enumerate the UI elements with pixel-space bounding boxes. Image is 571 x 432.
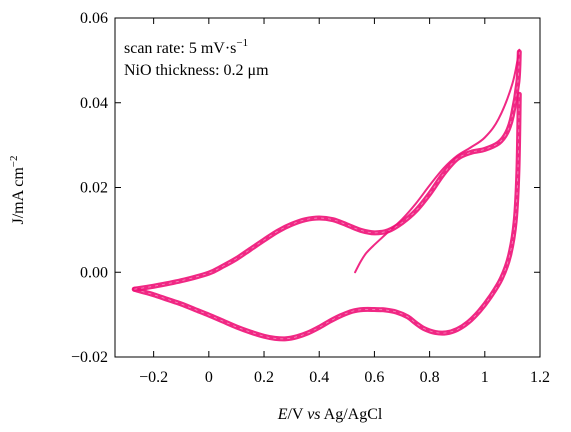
x-axis-title-unit: /V: [287, 406, 307, 423]
annotation-line: scan rate: 5 mV·s−1: [124, 37, 248, 57]
annotations: scan rate: 5 mV·s−1 NiO thickness: 0.2 μm: [124, 37, 269, 79]
annotation-text: NiO thickness: 0.2 μm: [124, 62, 269, 79]
y-axis-ticks: −0.02 0.00 0.02 0.04 0.06: [71, 10, 540, 366]
x-axis-ticks: −0.2 0 0.2 0.4 0.6 0.8 1 1.2: [139, 18, 550, 386]
voltammogram-curves: [131, 48, 522, 342]
y-tick-label: −0.02: [71, 349, 108, 366]
x-axis-title-symbol: E: [277, 406, 288, 423]
x-tick-label: 0.4: [309, 369, 329, 386]
y-tick-label: 0.06: [80, 10, 108, 27]
y-tick-label: 0.04: [80, 95, 108, 112]
annotation-line: NiO thickness: 0.2 μm: [124, 62, 269, 79]
y-tick-label: 0.02: [80, 180, 108, 197]
series-line-overlay-return-sweep: [134, 94, 520, 340]
x-tick-label: 1.2: [530, 369, 550, 386]
x-tick-label: 0: [205, 369, 213, 386]
y-tick-label: 0.00: [80, 264, 108, 281]
annotation-text: scan rate: 5 mV·s: [124, 40, 236, 57]
x-tick-label: 0.2: [254, 369, 274, 386]
annotation-exponent: −1: [236, 37, 248, 49]
series-line-forward-sweep: [131, 49, 522, 292]
x-tick-label: 0.8: [420, 369, 440, 386]
x-axis-title: E/V vs Ag/AgCl: [277, 406, 383, 423]
x-axis-title-vs: vs: [307, 406, 320, 423]
y-axis-title: J/mA cm−2: [8, 155, 27, 224]
x-tick-label: −0.2: [139, 369, 168, 386]
x-axis-title-reference: Ag/AgCl: [321, 406, 383, 423]
y-axis-title-exponent: −2: [8, 155, 20, 167]
x-tick-label: 0.6: [364, 369, 384, 386]
y-axis-title-main: J/mA cm: [10, 167, 27, 225]
series-line-initial-sweep: [354, 48, 521, 274]
series-line-overlay-forward-sweep: [134, 51, 520, 290]
x-tick-label: 1: [481, 369, 489, 386]
